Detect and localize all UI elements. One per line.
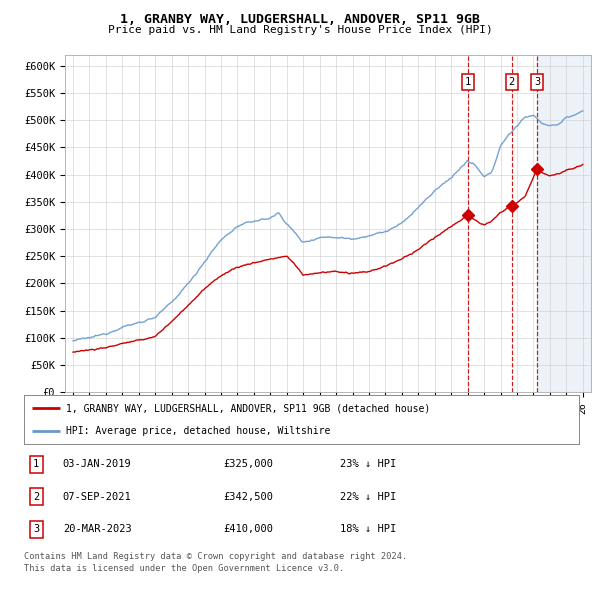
Text: 23% ↓ HPI: 23% ↓ HPI <box>340 459 397 469</box>
Text: HPI: Average price, detached house, Wiltshire: HPI: Average price, detached house, Wilt… <box>65 425 330 435</box>
Text: 2: 2 <box>33 492 40 502</box>
Text: This data is licensed under the Open Government Licence v3.0.: This data is licensed under the Open Gov… <box>24 564 344 573</box>
Text: 1, GRANBY WAY, LUDGERSHALL, ANDOVER, SP11 9GB (detached house): 1, GRANBY WAY, LUDGERSHALL, ANDOVER, SP1… <box>65 404 430 414</box>
Text: £342,500: £342,500 <box>224 492 274 502</box>
Text: 3: 3 <box>33 525 40 535</box>
Text: £410,000: £410,000 <box>224 525 274 535</box>
Text: £325,000: £325,000 <box>224 459 274 469</box>
Bar <box>537 55 591 392</box>
Text: 07-SEP-2021: 07-SEP-2021 <box>63 492 131 502</box>
Text: Contains HM Land Registry data © Crown copyright and database right 2024.: Contains HM Land Registry data © Crown c… <box>24 552 407 560</box>
Text: 18% ↓ HPI: 18% ↓ HPI <box>340 525 397 535</box>
Text: 2: 2 <box>509 77 515 87</box>
Text: 1: 1 <box>33 459 40 469</box>
Text: 1: 1 <box>465 77 471 87</box>
Text: 20-MAR-2023: 20-MAR-2023 <box>63 525 131 535</box>
Text: Price paid vs. HM Land Registry's House Price Index (HPI): Price paid vs. HM Land Registry's House … <box>107 25 493 35</box>
Text: 3: 3 <box>534 77 540 87</box>
Text: 22% ↓ HPI: 22% ↓ HPI <box>340 492 397 502</box>
Text: 1, GRANBY WAY, LUDGERSHALL, ANDOVER, SP11 9GB: 1, GRANBY WAY, LUDGERSHALL, ANDOVER, SP1… <box>120 13 480 26</box>
Text: 03-JAN-2019: 03-JAN-2019 <box>63 459 131 469</box>
